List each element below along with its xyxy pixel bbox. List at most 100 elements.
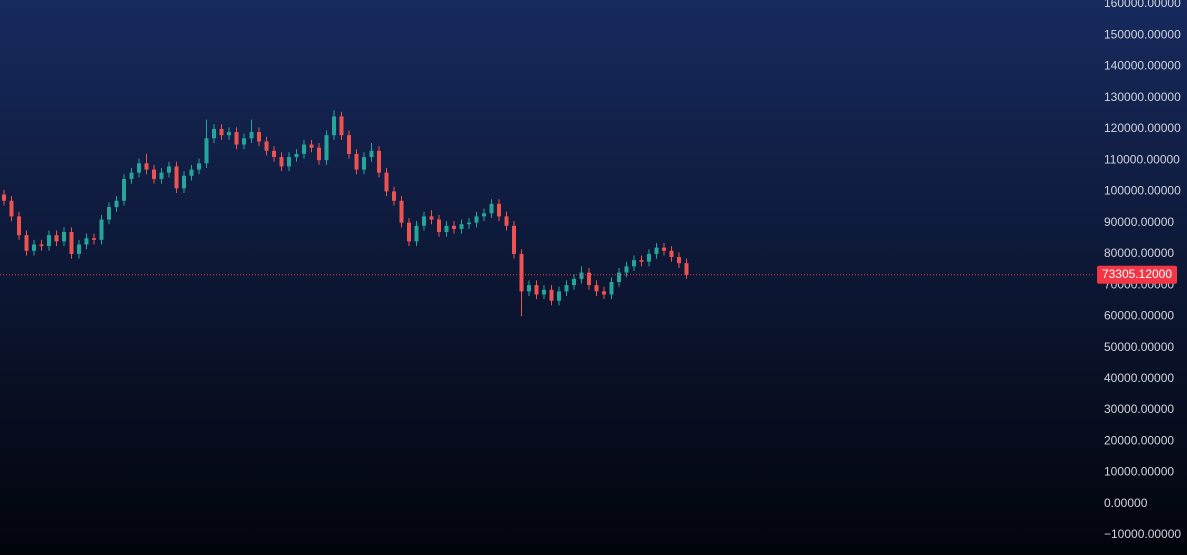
candle-body <box>489 203 494 214</box>
candle-body <box>662 247 666 251</box>
candle-body <box>609 281 614 295</box>
candle-body <box>444 225 449 233</box>
candle-body <box>167 166 171 173</box>
candle-body <box>287 157 291 167</box>
candle-body <box>77 244 81 254</box>
candle-body <box>32 244 36 251</box>
y-tick-label: 10000.00000 <box>1104 465 1174 479</box>
candle-body <box>219 128 224 136</box>
candle-body <box>234 132 239 145</box>
candle-body <box>527 285 531 292</box>
candle-body <box>594 285 599 292</box>
candle-body <box>354 153 359 170</box>
candle-body <box>377 150 381 173</box>
candle-body <box>212 128 216 139</box>
candle-body <box>497 203 501 217</box>
candle-body <box>534 285 539 295</box>
candle-body <box>542 289 546 295</box>
y-tick-label: 60000.00000 <box>1104 309 1174 323</box>
candle-body <box>92 238 96 240</box>
candle-body <box>47 235 51 247</box>
y-tick-label: 20000.00000 <box>1104 433 1174 447</box>
y-tick-label: 0.00000 <box>1104 496 1148 510</box>
candle-body <box>639 260 644 262</box>
candle-body <box>257 132 261 142</box>
candle-body <box>242 138 246 145</box>
candle-body <box>227 132 231 136</box>
candle-body <box>392 191 396 201</box>
y-tick-label: 120000.00000 <box>1104 121 1181 135</box>
candle-body <box>17 216 21 236</box>
candle-body <box>9 200 14 217</box>
y-tick-label: −10000.00000 <box>1104 527 1181 541</box>
y-tick-label: 110000.00000 <box>1104 152 1180 166</box>
candle-body <box>587 272 591 286</box>
y-tick-label: 40000.00000 <box>1104 371 1174 385</box>
y-tick-label: 100000.00000 <box>1104 184 1181 198</box>
y-tick-label: 140000.00000 <box>1104 59 1181 73</box>
candle-body <box>69 232 74 254</box>
candle-body <box>302 144 306 154</box>
candle-body <box>632 260 636 267</box>
candle-body <box>512 225 516 254</box>
candle-body <box>602 291 606 295</box>
candle-body <box>422 216 426 226</box>
candle-body <box>309 144 314 148</box>
last-price-label: 73305.12000 <box>1102 267 1172 281</box>
candle-body <box>189 169 194 176</box>
candle-body <box>399 200 404 223</box>
candle-body <box>429 216 434 220</box>
candle-body <box>114 200 119 208</box>
candle-body <box>129 172 134 179</box>
candle-body <box>54 235 59 242</box>
candle-body <box>324 135 329 161</box>
candle-body <box>572 278 576 286</box>
y-tick-label: 80000.00000 <box>1104 246 1174 260</box>
y-tick-label: 130000.00000 <box>1104 90 1181 104</box>
candle-body <box>347 135 351 154</box>
candle-body <box>84 238 89 245</box>
last-price-tag <box>1097 265 1177 284</box>
candle-body <box>549 289 554 301</box>
candle-body <box>144 163 149 170</box>
candle-body <box>564 285 569 292</box>
candle-body <box>474 216 479 223</box>
candle-body <box>24 235 29 251</box>
candle-body <box>317 147 321 161</box>
candle-body <box>137 163 141 173</box>
candle-body <box>362 157 366 170</box>
candle-body <box>467 222 471 225</box>
candle-body <box>669 250 674 258</box>
candle-body <box>482 213 486 217</box>
candle-body <box>504 216 509 226</box>
candle-body <box>182 175 186 189</box>
candle-body <box>99 219 104 240</box>
candle-body <box>332 116 336 136</box>
candle-body <box>107 207 111 220</box>
candle-body <box>249 132 254 139</box>
candle-body <box>369 150 374 158</box>
candle-body <box>339 116 344 136</box>
candle-body <box>579 272 584 279</box>
candle-body <box>684 263 689 275</box>
candle-body <box>407 222 411 242</box>
candle-body <box>384 172 389 192</box>
candle-body <box>152 169 156 179</box>
candle-body <box>617 272 621 282</box>
candle-body <box>452 225 456 229</box>
candle-body <box>197 163 201 170</box>
candle-body <box>414 225 419 242</box>
candle-body <box>204 138 209 164</box>
candle-body <box>174 166 179 189</box>
candle-body <box>2 194 6 201</box>
y-tick-label: 90000.00000 <box>1104 215 1174 229</box>
candle-body <box>677 257 681 264</box>
candle-body <box>624 266 629 273</box>
candle-body <box>459 224 464 229</box>
candle-body <box>647 253 651 262</box>
y-tick-label: 30000.00000 <box>1104 402 1174 416</box>
candle-body <box>437 219 441 233</box>
candle-body <box>294 153 299 158</box>
candle-body <box>519 253 524 292</box>
